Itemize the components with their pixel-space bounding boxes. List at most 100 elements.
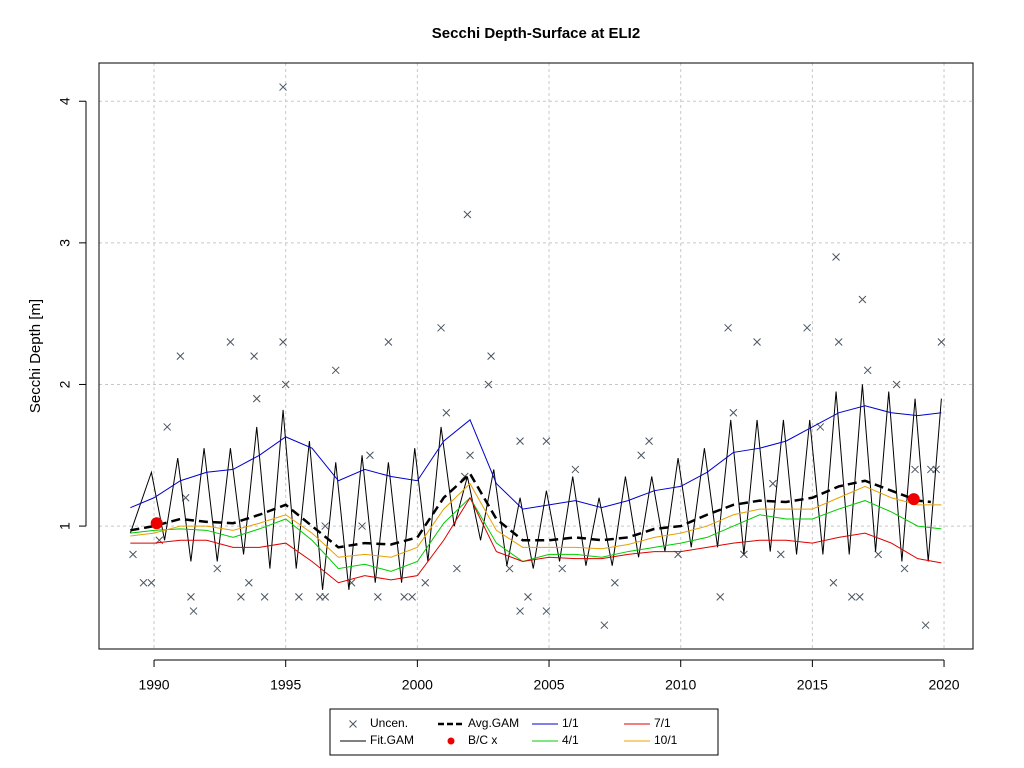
legend-box: [329, 708, 719, 756]
point: [892, 380, 901, 389]
y-tick-label: 1: [57, 522, 73, 530]
point: [466, 451, 474, 460]
legend-label: B/C x: [468, 733, 497, 747]
point: [252, 394, 261, 403]
point: [558, 564, 567, 573]
point: [279, 83, 287, 91]
x-tick-label: 2015: [797, 677, 828, 693]
chart-title: Secchi Depth-Surface at ELI2: [432, 25, 640, 42]
point: [260, 593, 269, 601]
point: [921, 621, 930, 630]
point: [189, 607, 198, 615]
bc-point: [150, 517, 163, 530]
point: [637, 451, 646, 460]
point: [724, 323, 732, 332]
point: [408, 593, 416, 601]
point: [187, 593, 195, 601]
legend-label: 1/1: [562, 716, 579, 730]
series-line: [130, 405, 942, 510]
point: [645, 437, 653, 445]
point: [937, 338, 946, 346]
y-tick-label: 2: [57, 380, 73, 388]
point: [516, 437, 524, 445]
point: [716, 593, 725, 601]
point: [244, 578, 253, 587]
point: [874, 550, 883, 559]
point: [542, 607, 551, 615]
legend-label: 7/1: [654, 716, 671, 730]
point: [442, 408, 451, 417]
point: [176, 352, 185, 360]
point: [611, 578, 619, 587]
point: [803, 323, 811, 332]
legend-symbol: [447, 737, 455, 745]
point: [400, 593, 409, 601]
x-tick-label: 2020: [928, 677, 959, 693]
point: [129, 550, 137, 559]
point: [487, 352, 495, 360]
point: [321, 593, 330, 601]
point: [321, 522, 330, 530]
point: [911, 465, 919, 474]
point: [163, 423, 172, 431]
point: [331, 366, 340, 375]
series-line: [130, 496, 942, 572]
legend-label: 4/1: [562, 733, 579, 747]
x-tick-label: 1990: [138, 677, 169, 693]
point: [834, 338, 843, 346]
point: [600, 621, 609, 630]
series-line: [130, 496, 942, 584]
point: [463, 210, 472, 219]
point: [139, 578, 148, 587]
legend-label: Fit.GAM: [370, 733, 414, 747]
legend-label: Uncen.: [370, 716, 408, 730]
point: [816, 423, 825, 431]
point: [421, 578, 430, 587]
bc-point: [907, 493, 920, 506]
x-tick-label: 2005: [533, 677, 564, 693]
y-axis-label: Secchi Depth [m]: [27, 299, 44, 413]
point: [250, 352, 258, 360]
point: [542, 437, 551, 445]
x-tick-label: 1995: [270, 677, 301, 693]
y-tick-label: 4: [57, 97, 73, 105]
point: [281, 380, 290, 389]
point: [829, 578, 838, 587]
point: [147, 578, 156, 587]
point: [729, 408, 738, 417]
point: [753, 338, 761, 346]
point: [505, 564, 514, 573]
point: [295, 593, 303, 601]
plot-area: [129, 83, 946, 630]
series-line: [129, 384, 942, 590]
point: [900, 564, 909, 573]
point: [237, 593, 245, 601]
legend-label: Avg.GAM: [468, 716, 519, 730]
point: [848, 593, 856, 601]
series-line: [130, 482, 942, 558]
point: [516, 607, 524, 615]
point: [366, 451, 374, 460]
point: [453, 564, 461, 573]
point: [855, 593, 864, 601]
point: [832, 253, 840, 261]
y-tick-label: 3: [57, 239, 73, 247]
legend-label: 10/1: [654, 733, 678, 747]
x-tick-label: 2010: [665, 677, 696, 693]
x-tick-label: 2000: [402, 677, 433, 693]
point: [349, 720, 357, 728]
point: [279, 338, 287, 346]
point: [863, 366, 872, 375]
point: [226, 338, 235, 346]
point: [776, 550, 785, 559]
point: [374, 593, 382, 601]
point: [769, 479, 777, 488]
point: [524, 593, 532, 601]
point: [384, 338, 393, 346]
point: [358, 522, 366, 530]
point: [213, 564, 222, 573]
series-line: [130, 471, 932, 549]
plot-frame: [98, 62, 974, 650]
point: [571, 465, 580, 474]
